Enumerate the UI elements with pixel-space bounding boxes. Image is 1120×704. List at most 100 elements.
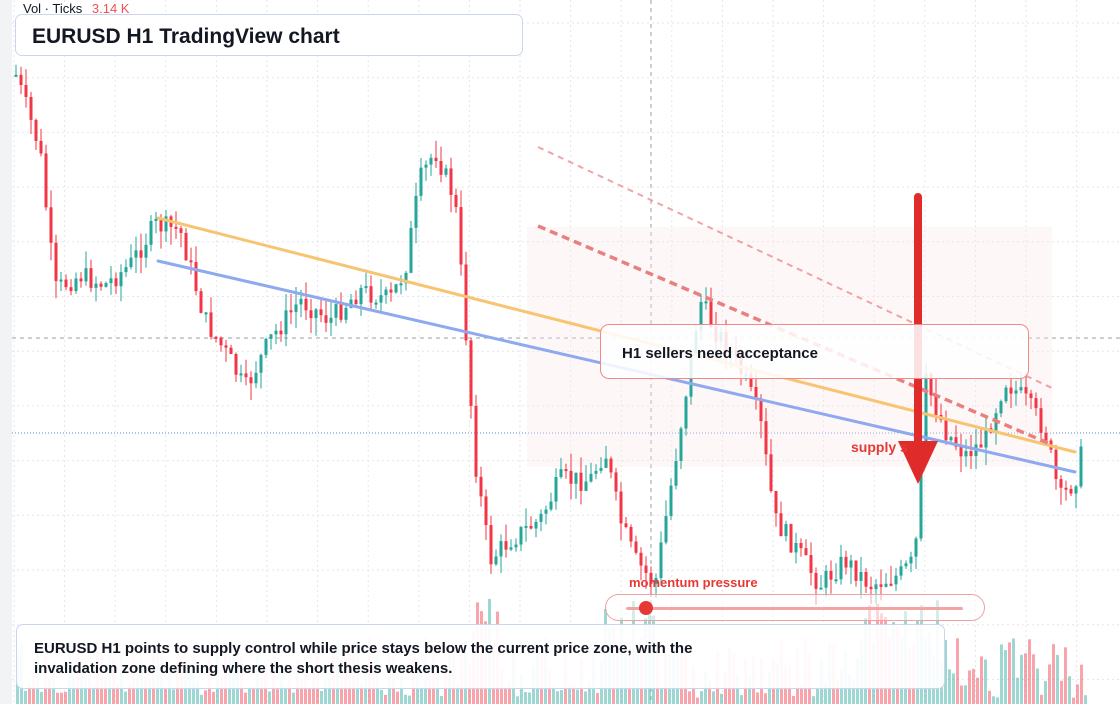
candle-body [214,336,218,339]
candle-body [509,547,513,550]
candle-body [354,299,358,305]
candle-body [899,566,903,576]
candle-body [144,244,148,258]
volume-bar [220,675,223,704]
candle-body [349,299,353,308]
candle-body [824,570,828,588]
candle-body [614,472,618,492]
momentum-slider[interactable] [605,594,985,621]
candle-body [299,298,303,305]
volume-bar [528,692,531,704]
candle-body [324,315,328,323]
candle-body [559,469,563,478]
volume-indicator-label[interactable]: Vol · Ticks 3.14 K [23,1,129,16]
volume-bar [1068,676,1071,704]
momentum-bar [626,607,963,610]
candle-body [94,283,98,288]
left-axis-strip [0,0,12,704]
volume-bar [576,689,579,704]
candle-body [379,295,383,303]
candle-body [119,272,123,287]
caption-text: EURUSD H1 points to supply control while… [34,640,693,677]
volume-bar [88,674,91,704]
volume-bar [260,679,263,704]
candle-body [14,74,18,77]
candle-body [839,556,843,580]
volume-bar [196,681,199,704]
candle-body [364,286,368,289]
candle-body [359,287,363,305]
candle-body [569,470,573,484]
momentum-knob[interactable] [639,601,654,615]
candle-body [609,458,613,473]
candle-body [69,287,73,292]
volume-bar [1020,654,1023,704]
candle-body [669,485,673,516]
candle-body [164,216,168,232]
volume-bar [164,686,167,704]
candle-body [339,304,343,320]
candle-body [234,354,238,375]
candle-body [634,541,638,553]
candle-body [344,307,348,320]
candle-body [384,289,388,296]
candle-body [334,304,338,318]
candle-body [539,513,543,522]
candle-body [369,286,373,303]
candle-body [804,548,808,556]
candle-body [494,556,498,565]
candle-body [599,467,603,471]
thesis-callout[interactable]: H1 sellers need acceptance [600,324,1029,379]
candle-body [544,509,548,514]
candle-body [604,458,608,468]
volume-bar [252,687,255,704]
candle-body [534,521,538,529]
candle-body [524,525,528,528]
volume-bar [960,685,963,704]
candle-body [579,472,583,491]
volume-bar [328,678,331,704]
volume-bar [504,687,507,704]
candle-body [1074,486,1078,494]
volume-bar [756,692,759,704]
candle-body [574,472,578,484]
volume-bar [660,687,663,704]
candle-body [679,428,683,461]
volume-bar [696,697,699,704]
candle-body [969,451,973,457]
candle-body [1064,487,1068,490]
candle-body [414,195,418,228]
candle-body [104,283,108,287]
candle-body [1034,398,1038,409]
candle-body [89,268,93,288]
candle-body [699,301,703,331]
candle-body [499,541,503,557]
candle-body [244,373,248,378]
candle-body [984,428,988,448]
candle-body [949,437,953,441]
candle-body [644,565,648,573]
volume-bar [1080,664,1083,704]
candle-body [294,304,298,312]
candle-body [459,207,463,265]
volume-bar [324,679,327,704]
volume-bar [212,691,215,704]
volume-bar [1052,644,1055,704]
volume-bar [1036,668,1039,704]
candle-body [889,583,893,586]
candle-body [709,301,713,327]
candle-body [454,194,458,208]
candle-body [1024,387,1028,394]
candle-body [179,228,183,233]
volume-bar [812,696,815,704]
candle-body [529,525,533,529]
candle-body [434,157,438,162]
volume-bar [116,683,119,704]
candle-body [249,377,253,384]
volume-bar [852,679,855,704]
volume-bar [288,680,291,704]
volume-bar [596,693,599,704]
candle-body [439,161,443,175]
candle-body [59,279,63,282]
